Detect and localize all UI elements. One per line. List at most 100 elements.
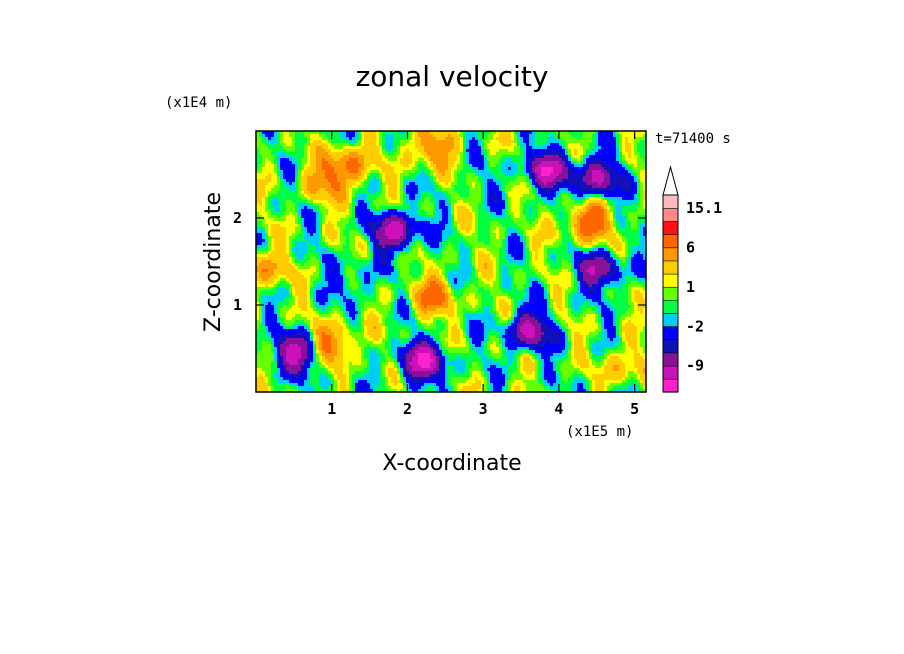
field-cell bbox=[304, 170, 308, 174]
field-cell bbox=[412, 203, 416, 207]
field-cell bbox=[286, 158, 290, 162]
field-cell bbox=[592, 173, 596, 177]
field-cell bbox=[556, 224, 560, 228]
field-cell bbox=[511, 176, 515, 180]
field-cell bbox=[454, 209, 458, 213]
field-cell bbox=[466, 200, 470, 204]
field-cell bbox=[604, 149, 608, 153]
field-cell bbox=[370, 209, 374, 213]
field-cell bbox=[586, 140, 590, 144]
field-cell bbox=[298, 176, 302, 180]
field-cell bbox=[565, 161, 569, 165]
field-cell bbox=[349, 245, 353, 249]
field-cell bbox=[529, 173, 533, 177]
field-cell bbox=[511, 188, 515, 192]
field-cell bbox=[421, 200, 425, 204]
field-cell bbox=[496, 215, 500, 219]
field-cell bbox=[271, 230, 275, 234]
field-cell bbox=[541, 158, 545, 162]
field-cell bbox=[379, 188, 383, 192]
field-cell bbox=[409, 245, 413, 249]
field-cell bbox=[265, 218, 269, 222]
field-cell bbox=[361, 188, 365, 192]
field-cell bbox=[319, 236, 323, 240]
field-cell bbox=[385, 191, 389, 195]
field-cell bbox=[517, 197, 521, 201]
field-cell bbox=[547, 158, 551, 162]
field-cell bbox=[565, 134, 569, 138]
field-cell bbox=[280, 212, 284, 216]
field-cell bbox=[367, 200, 371, 204]
field-cell bbox=[409, 242, 413, 246]
field-cell bbox=[526, 173, 530, 177]
field-cell bbox=[409, 176, 413, 180]
field-cell bbox=[268, 182, 272, 186]
field-cell bbox=[289, 230, 293, 234]
field-cell bbox=[385, 176, 389, 180]
field-cell bbox=[433, 185, 437, 189]
field-cell bbox=[307, 227, 311, 231]
field-cell bbox=[313, 161, 317, 165]
field-cell bbox=[325, 167, 329, 171]
field-cell bbox=[328, 146, 332, 150]
field-cell bbox=[634, 161, 638, 165]
field-cell bbox=[313, 197, 317, 201]
field-cell bbox=[292, 206, 296, 210]
field-cell bbox=[526, 239, 530, 243]
field-cell bbox=[511, 203, 515, 207]
field-cell bbox=[268, 200, 272, 204]
field-cell bbox=[580, 161, 584, 165]
field-cell bbox=[619, 182, 623, 186]
field-cell bbox=[478, 200, 482, 204]
field-cell bbox=[409, 233, 413, 237]
field-cell bbox=[412, 152, 416, 156]
field-cell bbox=[535, 194, 539, 198]
field-cell bbox=[523, 203, 527, 207]
field-cell bbox=[604, 179, 608, 183]
field-cell bbox=[256, 140, 260, 144]
field-cell bbox=[463, 227, 467, 231]
field-cell bbox=[508, 215, 512, 219]
field-cell bbox=[442, 200, 446, 204]
field-cell bbox=[541, 131, 545, 135]
field-cell bbox=[391, 197, 395, 201]
field-cell bbox=[622, 137, 626, 141]
field-cell bbox=[505, 137, 509, 141]
field-cell bbox=[517, 185, 521, 189]
field-cell bbox=[505, 131, 509, 135]
field-cell bbox=[334, 134, 338, 138]
field-cell bbox=[622, 143, 626, 147]
field-cell bbox=[400, 224, 404, 228]
field-cell bbox=[610, 197, 614, 201]
field-cell bbox=[643, 185, 646, 189]
field-cell bbox=[613, 152, 617, 156]
field-cell bbox=[397, 206, 401, 210]
field-cell bbox=[505, 167, 509, 171]
field-cell bbox=[613, 161, 617, 165]
field-cell bbox=[262, 206, 266, 210]
field-cell bbox=[631, 152, 635, 156]
field-cell bbox=[391, 242, 395, 246]
field-cell bbox=[379, 191, 383, 195]
field-cell bbox=[334, 149, 338, 153]
field-cell bbox=[403, 137, 407, 141]
field-cell bbox=[496, 137, 500, 141]
field-cell bbox=[286, 233, 290, 237]
field-cell bbox=[334, 167, 338, 171]
field-cell bbox=[568, 200, 572, 204]
field-cell bbox=[433, 149, 437, 153]
field-cell bbox=[601, 197, 605, 201]
field-cell bbox=[460, 185, 464, 189]
field-cell bbox=[481, 203, 485, 207]
field-cell bbox=[346, 152, 350, 156]
field-cell bbox=[391, 224, 395, 228]
field-cell bbox=[568, 137, 572, 141]
field-cell bbox=[553, 242, 557, 246]
field-cell bbox=[445, 209, 449, 213]
field-cell bbox=[598, 224, 602, 228]
field-cell bbox=[595, 149, 599, 153]
field-cell bbox=[397, 221, 401, 225]
field-cell bbox=[547, 152, 551, 156]
field-cell bbox=[394, 218, 398, 222]
field-cell bbox=[349, 143, 353, 147]
